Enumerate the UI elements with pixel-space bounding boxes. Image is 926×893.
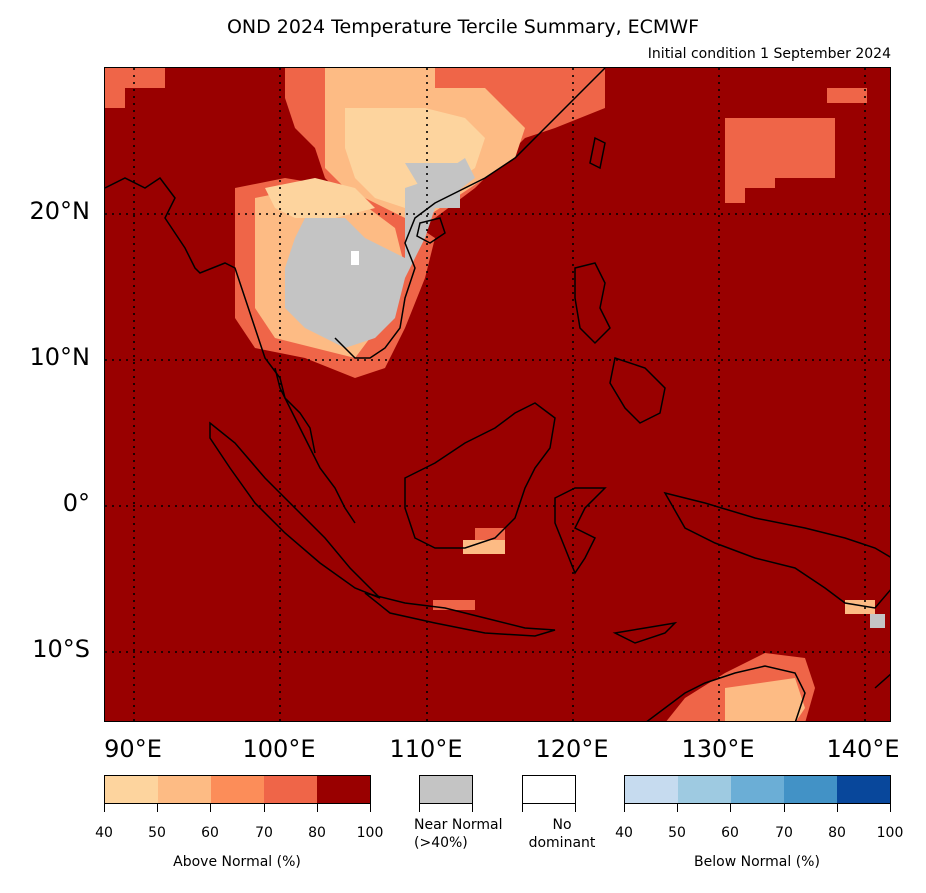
tercile-shading (105, 68, 885, 721)
below-tick: 50 (668, 825, 686, 841)
coast-philippines-south (609, 357, 666, 424)
shade-java (433, 600, 475, 610)
graticule (105, 68, 890, 721)
shade-borneo-a (475, 528, 505, 540)
below-tick: 40 (615, 825, 633, 841)
map-svg (105, 68, 890, 721)
near-normal-label: Near Normal (>40%) (414, 816, 530, 852)
no-dominant-line2: dominant (528, 835, 596, 851)
coast-malay-peninsula (274, 367, 356, 524)
shade-ng-b (870, 614, 885, 628)
coast-sulawesi (554, 487, 607, 575)
map-subtitle: Initial condition 1 September 2024 (647, 46, 891, 62)
no-dominant-line1: No (552, 817, 572, 833)
above-bin-3 (211, 776, 264, 803)
coastlines (105, 68, 890, 721)
below-normal-label: Below Normal (%) (694, 854, 820, 870)
near-normal-line2: (>40%) (414, 835, 468, 851)
coast-borneo (404, 402, 556, 549)
above-bin-1 (105, 776, 158, 803)
above-tick: 40 (95, 825, 113, 841)
coast-australia-east (874, 673, 890, 689)
above-bin-2 (158, 776, 211, 803)
no-dominant-label: No dominant (510, 816, 614, 852)
lon-label-90e: 90°E (104, 735, 162, 763)
below-bin-1 (625, 776, 678, 803)
shade-orange-west (105, 68, 165, 108)
above-tick: 70 (255, 825, 273, 841)
below-bin-5 (837, 776, 890, 803)
above-normal-colorbar (104, 775, 371, 804)
below-bin-4 (784, 776, 837, 803)
lat-label-0: 0° (62, 489, 90, 517)
lon-label-110e: 110°E (389, 735, 463, 763)
below-bin-3 (731, 776, 784, 803)
coast-hainan (416, 217, 446, 244)
below-tick: 70 (775, 825, 793, 841)
lon-label-130e: 130°E (681, 735, 755, 763)
coast-timor (612, 621, 678, 644)
no-dominant-swatch (522, 775, 576, 804)
map-title: OND 2024 Temperature Tercile Summary, EC… (226, 16, 700, 38)
below-tick: 60 (721, 825, 739, 841)
shade-borneo-b (463, 540, 505, 554)
above-bin-5 (317, 776, 370, 803)
below-tick: 80 (828, 825, 846, 841)
lat-label-10n: 10°N (29, 343, 91, 371)
shade-pale-small-ne (827, 88, 867, 103)
above-normal-label: Above Normal (%) (173, 854, 301, 870)
above-tick: 50 (148, 825, 166, 841)
shade-pale-indochina (265, 178, 375, 218)
coast-australia (646, 665, 806, 721)
above-tick: 60 (201, 825, 219, 841)
lon-label-120e: 120°E (535, 735, 609, 763)
coast-indochina-east (334, 68, 606, 359)
lat-label-20n: 20°N (29, 197, 91, 225)
no-dominant-pixel (351, 251, 359, 265)
shade-australia-pale (725, 678, 805, 721)
above-tick: 100 (356, 825, 384, 841)
coast-philippines-luzon (574, 262, 611, 345)
below-tick: 100 (876, 825, 904, 841)
coast-sumatra (209, 421, 381, 599)
coast-new-guinea (663, 491, 890, 609)
lon-label-100e: 100°E (242, 735, 316, 763)
coast-taiwan (589, 136, 606, 170)
shade-orange-ne (725, 118, 835, 203)
lat-label-10s: 10°S (32, 635, 90, 663)
lon-label-140e: 140°E (826, 735, 900, 763)
coast-java (364, 592, 556, 637)
shade-near-normal (285, 158, 475, 348)
below-bin-2 (678, 776, 731, 803)
near-normal-swatch (419, 775, 473, 804)
near-normal-line1: Near Normal (414, 817, 503, 833)
below-normal-colorbar (624, 775, 891, 804)
forecast-map (104, 67, 891, 722)
above-tick: 80 (308, 825, 326, 841)
above-bin-4 (264, 776, 317, 803)
